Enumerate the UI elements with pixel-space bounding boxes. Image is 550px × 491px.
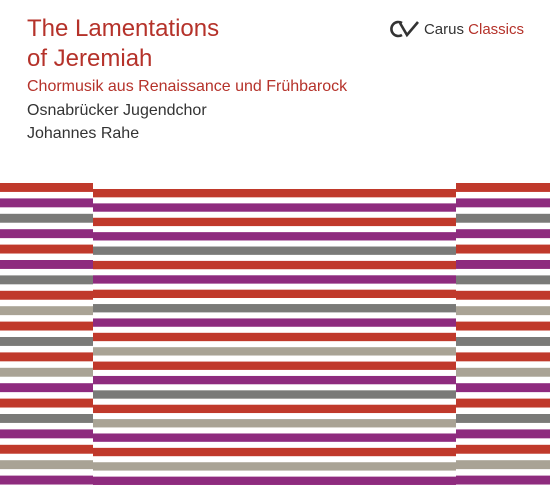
side-stripe xyxy=(0,429,93,439)
side-stripe xyxy=(0,367,93,377)
side-stripe xyxy=(0,444,93,454)
center-stripe xyxy=(93,217,456,227)
label-text: Carus Classics xyxy=(424,21,524,38)
side-stripe xyxy=(456,229,550,239)
title-line-2: of Jeremiah xyxy=(27,45,153,72)
side-stripe xyxy=(456,444,550,454)
center-stripe xyxy=(93,419,456,428)
side-stripe xyxy=(456,213,550,223)
center-stripe xyxy=(93,375,456,385)
side-stripe xyxy=(0,398,93,408)
side-stripe xyxy=(0,290,93,300)
side-stripe xyxy=(456,352,550,362)
center-stripe xyxy=(93,404,456,414)
side-stripe xyxy=(0,244,93,254)
center-stripe xyxy=(93,189,456,198)
center-stripe xyxy=(93,476,456,485)
side-stripe xyxy=(456,398,550,408)
side-stripe xyxy=(0,460,93,470)
side-stripe xyxy=(456,183,550,192)
conductor-name: Johannes Rahe xyxy=(27,125,140,142)
side-stripe xyxy=(456,475,550,485)
album-subtitle: Chormusik aus Renaissance und Frühbarock xyxy=(27,78,348,95)
title-line-1: The Lamentations xyxy=(27,15,220,42)
center-stripe xyxy=(93,390,456,399)
side-stripe xyxy=(456,290,550,300)
side-stripe xyxy=(456,337,550,346)
center-stripe xyxy=(93,246,456,255)
side-stripe xyxy=(0,475,93,485)
center-stripe xyxy=(93,332,456,342)
side-stripe xyxy=(0,383,93,393)
side-stripe xyxy=(456,321,550,331)
side-stripe xyxy=(456,460,550,470)
choir-name: Osnabrücker Jugendchor xyxy=(27,102,207,119)
side-stripe xyxy=(456,367,550,377)
side-stripe xyxy=(0,260,93,269)
center-stripe xyxy=(93,318,456,327)
side-stripe xyxy=(456,198,550,208)
center-stripe xyxy=(93,304,456,313)
side-stripe xyxy=(0,306,93,316)
side-stripe xyxy=(0,213,93,223)
side-stripe xyxy=(456,383,550,393)
side-stripe xyxy=(456,429,550,439)
center-stripe xyxy=(93,347,456,356)
side-stripe xyxy=(0,352,93,362)
side-stripe xyxy=(456,244,550,254)
side-stripe xyxy=(0,414,93,423)
side-stripe xyxy=(456,414,550,423)
label-name: Carus xyxy=(423,20,464,38)
center-stripe xyxy=(93,260,456,270)
center-stripe xyxy=(93,447,456,457)
side-stripe xyxy=(0,229,93,239)
center-stripe xyxy=(93,462,456,471)
stripe-artwork xyxy=(0,183,550,485)
side-stripe xyxy=(0,275,93,285)
carus-logo-icon xyxy=(390,20,419,38)
side-stripe xyxy=(0,198,93,208)
side-stripe xyxy=(0,337,93,346)
record-label: Carus Classics xyxy=(390,18,524,40)
center-stripe xyxy=(93,275,456,284)
center-stripe xyxy=(93,289,456,299)
label-series: Classics xyxy=(468,20,524,38)
center-stripe xyxy=(93,232,456,241)
side-stripe xyxy=(0,321,93,331)
album-title: The Lamentations of Jeremiah xyxy=(27,14,357,74)
center-stripe xyxy=(93,433,456,442)
side-stripe xyxy=(0,183,93,192)
center-stripe xyxy=(93,203,456,212)
side-stripe xyxy=(456,275,550,285)
side-stripe xyxy=(456,260,550,269)
center-stripe xyxy=(93,361,456,370)
side-stripe xyxy=(456,306,550,316)
